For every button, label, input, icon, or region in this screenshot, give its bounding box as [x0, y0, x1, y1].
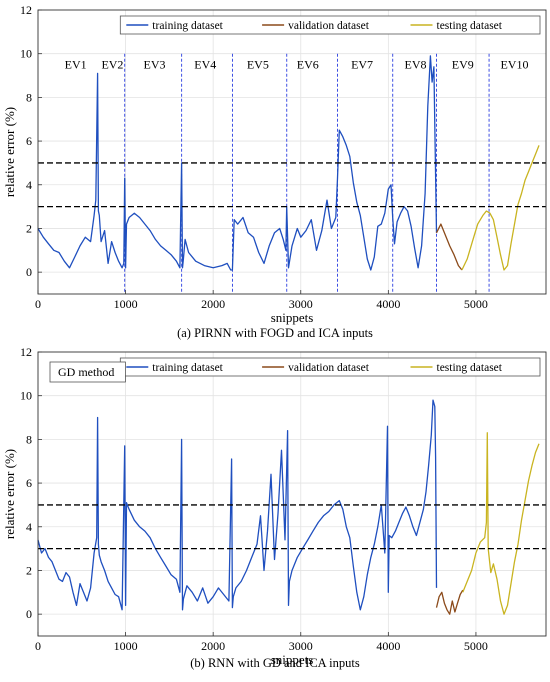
y-tick-label: 2 — [26, 221, 32, 235]
chart-a: 0 1000 2000 3000 4000 5000 0 2 4 6 8 10 12 EV1 EV2 EV3 E… — [2, 3, 547, 325]
x-tick-label: 1000 — [114, 297, 138, 311]
plot-frame — [37, 351, 547, 637]
x-tick-label: 2000 — [201, 639, 225, 653]
event-label: EV3 — [143, 58, 165, 72]
y-tick-label: 12 — [20, 345, 32, 359]
legend-label: training dataset — [152, 20, 223, 32]
event-label: EV9 — [452, 58, 474, 72]
series-line-training-dataset — [37, 399, 438, 611]
event-label: EV7 — [351, 58, 373, 72]
y-tick-label: 2 — [26, 563, 32, 577]
chart-b: 0 1000 2000 3000 4000 5000 0 2 4 6 8 10 12 snippets re… — [2, 345, 547, 667]
annotation-label: GD method — [58, 365, 114, 379]
event-label: EV8 — [404, 58, 426, 72]
y-tick-label: 6 — [26, 476, 32, 490]
x-tick-label: 2000 — [201, 297, 225, 311]
y-tick-label: 4 — [26, 178, 32, 192]
y-tick-label: 0 — [26, 607, 32, 621]
series-line-validation-dataset — [435, 589, 464, 615]
x-tick-label: 4000 — [376, 297, 400, 311]
event-label: EV4 — [194, 58, 216, 72]
event-label: EV5 — [247, 58, 269, 72]
legend-box — [119, 15, 541, 35]
series-line-testing-dataset — [461, 145, 540, 271]
y-tick-label: 8 — [26, 432, 32, 446]
y-tick-label: 8 — [26, 90, 32, 104]
caption-b: (b) RNN with GD and ICA inputs — [190, 656, 360, 670]
plot-frame — [37, 9, 547, 295]
y-axis-label: relative error (%) — [2, 449, 17, 539]
event-label: EV6 — [297, 58, 319, 72]
y-tick-label: 12 — [20, 3, 32, 17]
annotation-box — [49, 361, 126, 383]
legend-label: training dataset — [152, 362, 223, 374]
series-line-validation-dataset — [435, 223, 463, 271]
event-label: EV2 — [101, 58, 123, 72]
legend-label: testing dataset — [437, 20, 503, 32]
x-tick-label: 1000 — [114, 639, 138, 653]
y-tick-label: 6 — [26, 134, 32, 148]
x-tick-label: 0 — [35, 297, 41, 311]
x-tick-label: 4000 — [376, 639, 400, 653]
x-tick-label: 5000 — [464, 639, 488, 653]
event-label: EV10 — [500, 58, 528, 72]
y-tick-label: 10 — [20, 47, 32, 61]
x-axis-label: snippets — [271, 652, 314, 667]
x-tick-label: 3000 — [289, 297, 313, 311]
y-tick-label: 10 — [20, 389, 32, 403]
legend-label: testing dataset — [437, 362, 503, 374]
legend-label: validation dataset — [288, 362, 370, 374]
y-axis-label: relative error (%) — [2, 107, 17, 197]
legend-label: validation dataset — [288, 20, 370, 32]
x-tick-label: 0 — [35, 639, 41, 653]
y-tick-label: 0 — [26, 265, 32, 279]
series-line-testing-dataset — [462, 432, 540, 615]
x-axis-label: snippets — [271, 310, 314, 325]
y-tick-label: 4 — [26, 520, 32, 534]
caption-a: (a) PIRNN with FOGD and ICA inputs — [177, 326, 373, 340]
event-label: EV1 — [65, 58, 87, 72]
x-tick-label: 5000 — [464, 297, 488, 311]
x-tick-label: 3000 — [289, 639, 313, 653]
series-line-training-dataset — [37, 55, 438, 271]
